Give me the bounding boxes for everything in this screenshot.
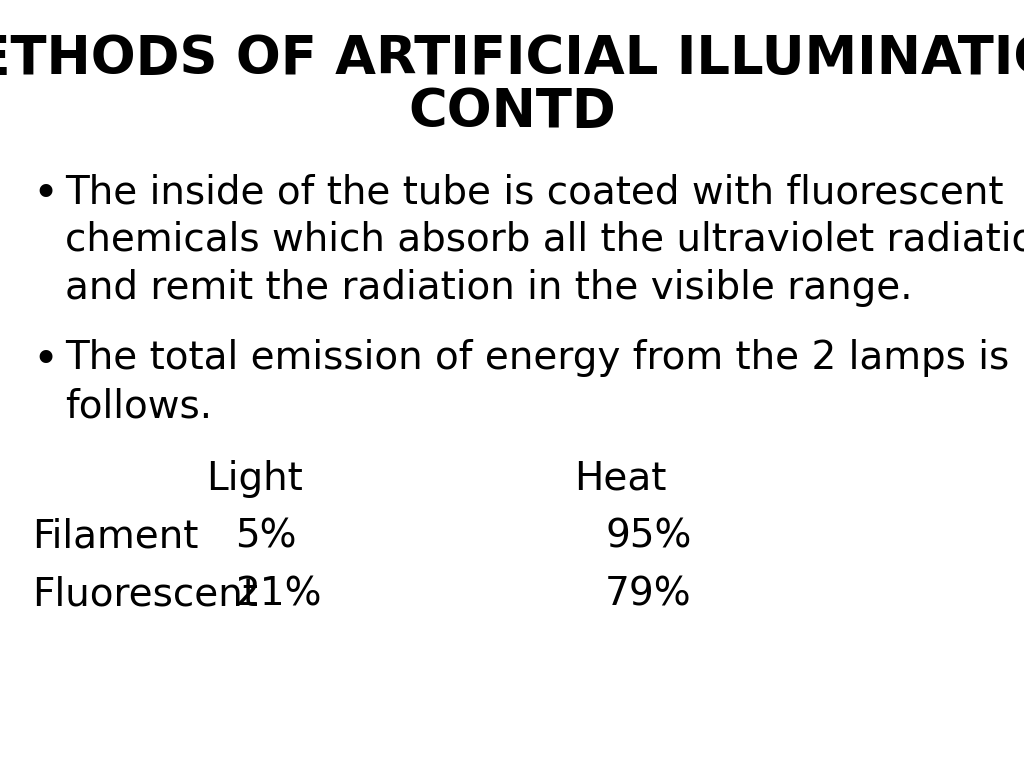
Text: 79%: 79% (605, 576, 691, 614)
Text: Filament: Filament (32, 518, 199, 556)
Text: 5%: 5% (234, 518, 297, 556)
Text: The total emission of energy from the 2 lamps is as: The total emission of energy from the 2 … (65, 339, 1024, 377)
Text: Light: Light (207, 460, 303, 498)
Text: chemicals which absorb all the ultraviolet radiation: chemicals which absorb all the ultraviol… (65, 221, 1024, 259)
Text: METHODS OF ARTIFICIAL ILLUMINATION: METHODS OF ARTIFICIAL ILLUMINATION (0, 33, 1024, 85)
Text: •: • (32, 173, 58, 216)
Text: and remit the radiation in the visible range.: and remit the radiation in the visible r… (65, 269, 912, 307)
Text: follows.: follows. (65, 387, 212, 425)
Text: The inside of the tube is coated with fluorescent: The inside of the tube is coated with fl… (65, 173, 1004, 211)
Text: Heat: Heat (573, 460, 667, 498)
Text: Fluorescent: Fluorescent (32, 576, 258, 614)
Text: 21%: 21% (234, 576, 322, 614)
Text: CONTD: CONTD (409, 86, 615, 138)
Text: 95%: 95% (605, 518, 691, 556)
Text: •: • (32, 339, 58, 382)
